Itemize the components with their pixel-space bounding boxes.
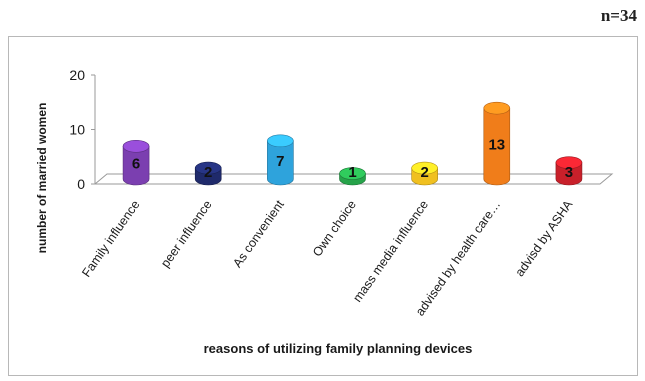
bar: [194, 161, 222, 186]
bar-top: [122, 140, 150, 153]
y-tick-label: 0: [77, 176, 85, 192]
bar: [267, 134, 294, 186]
bar-body: [267, 140, 294, 186]
bar-value-label: 2: [204, 164, 212, 181]
bar: [122, 140, 150, 186]
bar-value-label: 1: [348, 164, 356, 181]
category-label: mass media influence: [350, 198, 431, 305]
bar: [411, 161, 438, 186]
bar-top: [555, 156, 583, 169]
category-label: Own choice: [310, 198, 359, 260]
category-label: Family influence: [79, 198, 142, 280]
bar-value-label: 13: [488, 137, 505, 154]
chart-frame: [8, 36, 638, 376]
bar-top: [483, 101, 511, 115]
bar-value-label: 6: [132, 156, 140, 173]
sample-size-label: n=34: [600, 6, 637, 25]
bar-top: [339, 167, 366, 180]
category-label: advised by health care…: [413, 198, 503, 319]
bar-value-label: 3: [565, 164, 573, 181]
bar-value-label: 7: [276, 153, 284, 170]
category-label: peer influence: [158, 198, 215, 270]
y-tick-label: 10: [69, 122, 85, 138]
y-axis-label: number of married women: [35, 103, 49, 254]
bar: [483, 101, 511, 186]
bar-top: [411, 161, 438, 175]
y-tick-label: 20: [69, 67, 85, 83]
x-axis-label: reasons of utilizing family planning dev…: [204, 341, 473, 356]
bar-body: [483, 107, 511, 186]
bar: [339, 167, 366, 186]
bar-top: [194, 161, 222, 175]
bar-top: [267, 134, 294, 148]
bar: [555, 156, 583, 186]
bar-body: [122, 146, 150, 186]
category-label: advisd by ASHA: [513, 197, 576, 279]
bar-value-label: 2: [420, 164, 428, 181]
category-label: As convenient: [230, 197, 287, 270]
bar-body: [555, 162, 583, 186]
